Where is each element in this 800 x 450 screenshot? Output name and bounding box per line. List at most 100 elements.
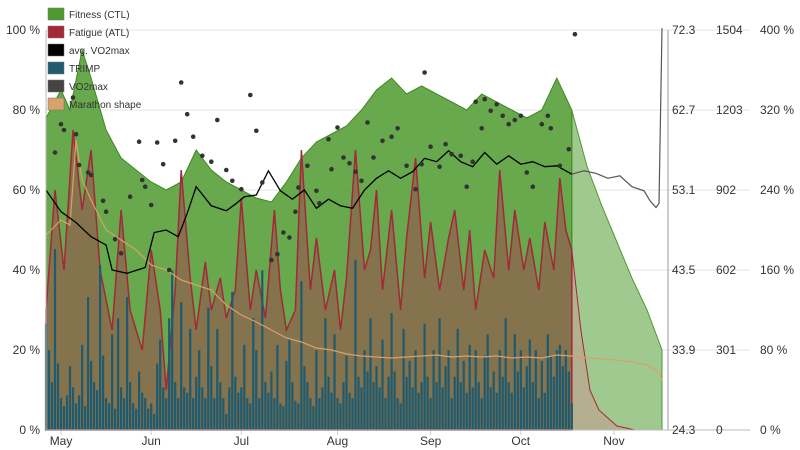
fitness-projection-area (571, 109, 663, 431)
trimp-bar (468, 344, 471, 430)
trimp-bar (525, 366, 528, 430)
trimp-tick-label: 602 (716, 263, 736, 277)
trimp-bar (429, 398, 432, 430)
trimp-bar (519, 350, 522, 430)
trimp-bar (273, 398, 276, 430)
trimp-bar (216, 328, 219, 430)
trimp-bar (93, 382, 96, 430)
marathon-shape-line (45, 139, 663, 381)
vo2max-point (76, 162, 82, 168)
trimp-bar (135, 408, 138, 430)
trimp-bar (540, 360, 543, 430)
vo2max-point (230, 178, 235, 184)
trimp-bar (558, 344, 561, 430)
trimp-bar (513, 334, 516, 430)
vo2max-point (413, 186, 418, 192)
trimp-bar (99, 265, 102, 430)
vo2max-point (281, 230, 286, 235)
legend-label: Fitness (CTL) (69, 10, 130, 21)
trimp-bar (297, 403, 300, 430)
vo2max-point (73, 131, 79, 137)
trimp-bar (162, 387, 165, 430)
trimp-bar (459, 382, 462, 430)
trimp-bar (393, 371, 396, 430)
trimp-bar (534, 350, 537, 430)
trimp-bar (129, 382, 132, 430)
trimp-bar (195, 376, 198, 430)
vo2max-tick-label: 72.3 (672, 23, 696, 37)
trimp-bar (255, 350, 258, 430)
trimp-bar (270, 371, 273, 430)
trimp-bar (378, 387, 381, 430)
vo2max-point (275, 251, 280, 257)
trimp-bar (408, 360, 411, 430)
trimp-bar (168, 318, 171, 430)
trimp-bar (53, 249, 57, 430)
legend-label: VO2max (69, 82, 108, 93)
trimp-bar (246, 398, 249, 430)
trimp-bar (330, 392, 333, 430)
vo2max-point (326, 136, 331, 142)
vo2max-point (395, 126, 400, 131)
vo2max-point (88, 172, 94, 178)
trimp-bar (68, 366, 72, 430)
vo2max-point (139, 177, 145, 183)
legend-swatch (47, 97, 65, 111)
trimp-bar (456, 328, 459, 430)
shape-percent-tick-label: 400 % (760, 23, 794, 37)
trimp-bar (567, 371, 570, 430)
trimp-tick-label: 0 (716, 423, 723, 437)
vo2max-point (224, 167, 229, 173)
trimp-bar (62, 406, 66, 430)
avg-vo2max-projection-line (571, 28, 663, 209)
series-layer (44, 28, 663, 431)
trimp-bar (207, 307, 210, 430)
trimp-bar (441, 387, 444, 430)
trimp-bar (303, 366, 306, 430)
trimp-bar (234, 376, 237, 430)
trimp-bar (123, 398, 126, 430)
shape-percent-tick-label: 160 % (760, 263, 794, 277)
vo2max-point (488, 108, 494, 114)
vo2max-point (296, 185, 301, 190)
trimp-bar (510, 392, 513, 430)
vo2max-point (380, 138, 385, 144)
vo2max-point (305, 163, 310, 169)
x-tick-label: Oct (511, 434, 530, 448)
trimp-bar (465, 392, 468, 430)
trimp-bar (65, 395, 69, 430)
trimp-bar (417, 392, 420, 430)
trimp-bar (366, 371, 369, 430)
avg-vo2max-line (45, 149, 573, 274)
trimp-bar (156, 363, 159, 430)
trimp-bar (516, 371, 519, 430)
trimp-bar (174, 382, 177, 430)
vo2max-point (479, 126, 485, 131)
vo2max-point (52, 150, 58, 155)
trimp-bar (486, 334, 489, 430)
trimp-bar (50, 382, 54, 430)
trimp-bar (420, 382, 423, 430)
vo2max-point (473, 99, 479, 104)
trimp-bar (111, 334, 114, 430)
trimp-bar (177, 398, 180, 430)
trimp-bar (438, 318, 441, 430)
trimp-bar (522, 387, 525, 430)
trimp-bar (150, 403, 153, 430)
trimp-bar (192, 398, 195, 430)
vo2max-point (524, 170, 530, 175)
vo2max-point (253, 128, 259, 134)
vo2max-point (148, 202, 154, 208)
trimp-bar (132, 403, 135, 430)
trimp-bar (564, 350, 567, 430)
vo2max-point (437, 164, 442, 169)
vo2max-point (359, 178, 364, 184)
trimp-bar (47, 350, 51, 430)
trimp-bar (56, 363, 60, 430)
vo2max-point (260, 180, 265, 185)
trimp-bar (405, 376, 408, 430)
vo2max-point (103, 209, 109, 214)
trimp-bar (288, 339, 291, 430)
trimp-bar (426, 376, 429, 430)
